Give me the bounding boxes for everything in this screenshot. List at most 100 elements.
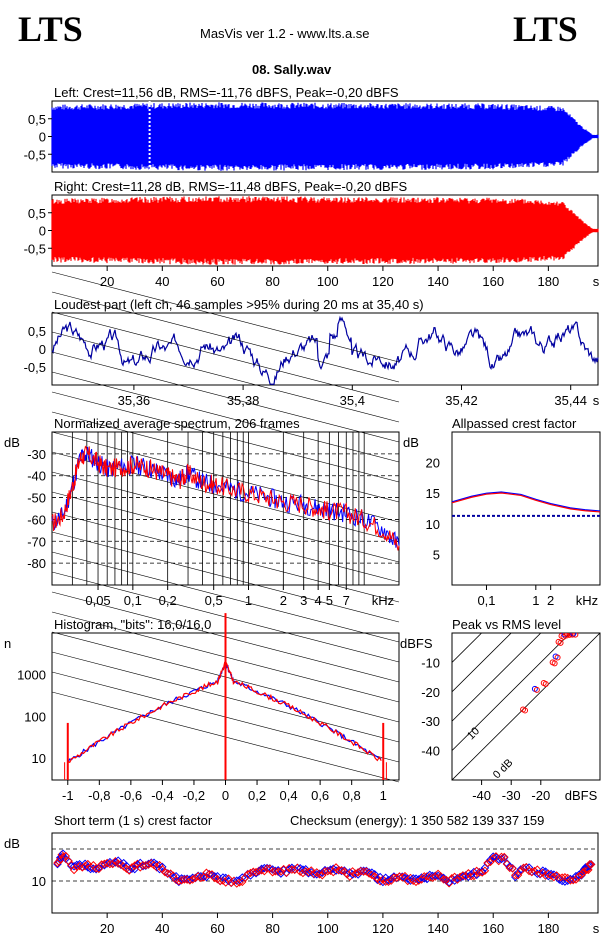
stcrest-point-left [158, 862, 167, 872]
loudest-signal [51, 315, 599, 385]
spectrum-ytick: -80 [27, 556, 46, 571]
left-waveform-ytick: 0 [39, 130, 46, 145]
spectrum-slope-grid [51, 351, 400, 443]
spectrum-xtick: 7 [343, 593, 350, 608]
peakrms-ytick: -40 [421, 744, 440, 759]
peakrms-point [557, 639, 564, 646]
crest-curve-left [451, 491, 601, 512]
crest-curve-right [451, 492, 601, 513]
stcrest-point-right [499, 852, 509, 862]
spectrum-xtick: 4 [315, 593, 322, 608]
stcrest-point-left [135, 858, 145, 868]
loudest-title: Loudest part (left ch, 46 samples >95% d… [54, 297, 424, 312]
right-waveform-xtick: 120 [372, 274, 394, 289]
histogram-xtick: -0,4 [151, 788, 173, 803]
right-waveform-ytick: -0,5 [24, 241, 46, 256]
spectrum-xtick: 0,1 [124, 593, 142, 608]
stcrest-point-right [433, 869, 443, 879]
peakrms-diagonal-label: 20 [435, 725, 452, 742]
loudest-xtick: 35,36 [118, 393, 151, 408]
peakrms-diagonals: 40 30 20 100 dB [435, 633, 600, 781]
loudest-xunit: s [593, 393, 600, 408]
loudest-ytick: 0,5 [28, 324, 46, 339]
right-waveform-xtick: 80 [265, 274, 279, 289]
spectrum-ytick: -40 [27, 469, 46, 484]
stcrest-xtick: 100 [317, 921, 339, 936]
loudest-xtick: 35,44 [554, 393, 587, 408]
right-waveform-xtick: 40 [155, 274, 169, 289]
spectrum-xunit: kHz [372, 593, 394, 608]
stcrest-point-right [260, 866, 269, 876]
spectrum-xtick: 0,2 [159, 593, 177, 608]
left-waveform-signal [51, 102, 599, 171]
right-waveform-xtick: 60 [210, 274, 224, 289]
stcrest-point-right [193, 872, 203, 881]
stcrest-xunit: s [593, 921, 600, 936]
peakrms-frame [451, 632, 601, 781]
peakrms-diagonal [452, 633, 571, 752]
stcrest-point-left [251, 869, 261, 878]
spectrum-xtick: 0,5 [205, 593, 223, 608]
spectrum-xtick: 5 [326, 593, 333, 608]
loudest-xtick: 35,4 [340, 393, 365, 408]
peakrms-ytick: -10 [421, 655, 440, 670]
stcrest-point-right [342, 869, 352, 879]
spectrum-slope-grid [51, 531, 400, 623]
peakrms-diagonal-label: 0 dB [491, 757, 515, 781]
loudest-ytick: 0 [39, 342, 46, 357]
stcrest-point-left [287, 863, 297, 873]
stcrest-point-left [100, 861, 109, 870]
peakrms-point [522, 707, 529, 714]
stcrest-point-right [436, 872, 446, 881]
crest-xunit: kHz [576, 593, 598, 608]
stcrest-xtick: 160 [482, 921, 504, 936]
stcrest-point-right [340, 867, 349, 876]
stcrest-point-left [439, 873, 448, 883]
right-waveform-xunit: s [593, 274, 600, 289]
loudest-xtick: 35,42 [445, 393, 478, 408]
left-waveform-ytick: -0,5 [24, 147, 46, 162]
peakrms-xunit: dBFS [565, 788, 598, 803]
stcrest-point-left [133, 860, 142, 870]
stcrest-frame [51, 832, 599, 914]
crest-ytick: 15 [426, 486, 440, 501]
stcrest-point-left [174, 877, 184, 887]
stcrest-point-left [94, 863, 104, 873]
spectrum-xtick: 3 [300, 593, 307, 608]
stcrest-point-right [585, 859, 594, 869]
spectrum-slope-grid [51, 491, 400, 583]
crest-title: Allpassed crest factor [452, 416, 577, 431]
loudest-frame [51, 312, 599, 386]
histogram-xtick: 0,6 [311, 788, 329, 803]
stcrest-point-right [69, 865, 79, 875]
stcrest-xtick: 20 [100, 921, 114, 936]
spectrum-slope-grid [51, 471, 400, 563]
spectrum-ytick: -30 [27, 447, 46, 462]
peakrms-point [551, 660, 558, 667]
stcrest-xtick: 80 [265, 921, 279, 936]
stcrest-point-right [345, 872, 355, 881]
stcrest-title: Short term (1 s) crest factor [54, 813, 213, 828]
histogram-xtick: 0,8 [343, 788, 361, 803]
crest-xtick: 2 [547, 593, 554, 608]
peakrms-diagonal [452, 633, 482, 663]
histogram-ylabel: n [4, 636, 11, 651]
peakrms-point [542, 680, 549, 687]
spectrum-xtick: 2 [280, 593, 287, 608]
stcrest-point-left [105, 857, 115, 867]
stcrest-point-right [127, 863, 137, 872]
peakrms-diagonal [452, 633, 512, 693]
peakrms-title: Peak vs RMS level [452, 617, 561, 632]
checksum: Checksum (energy): 1 350 582 139 337 159 [290, 813, 544, 828]
stcrest-point-right [370, 872, 379, 881]
right-waveform-xtick: 160 [482, 274, 504, 289]
stcrest-point-left [61, 854, 71, 864]
right-waveform-xtick: 20 [100, 274, 114, 289]
stcrest-point-right [480, 866, 490, 875]
file-name: 08. Sally.wav [252, 62, 332, 77]
histogram-xtick: -0,2 [183, 788, 205, 803]
spectrum-title: Normalized average spectrum, 206 frames [54, 416, 300, 431]
histogram-xtick: 1 [380, 788, 387, 803]
spectrum-slope-grid [51, 391, 400, 483]
